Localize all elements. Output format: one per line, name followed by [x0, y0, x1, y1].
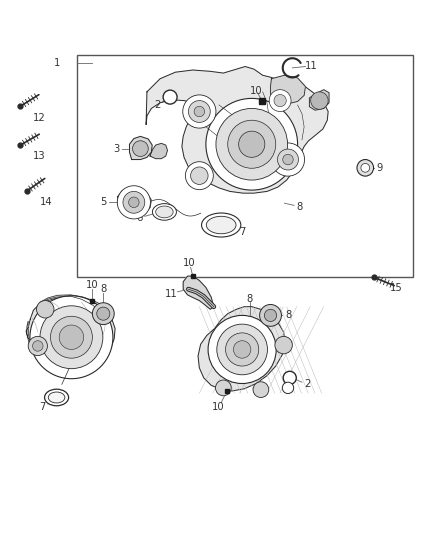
- Text: 12: 12: [33, 113, 46, 123]
- Text: 10: 10: [183, 258, 196, 268]
- Circle shape: [283, 154, 293, 165]
- Circle shape: [92, 303, 114, 325]
- Polygon shape: [271, 75, 305, 104]
- Circle shape: [59, 325, 84, 350]
- Circle shape: [217, 324, 268, 375]
- Polygon shape: [146, 67, 328, 193]
- Circle shape: [206, 99, 297, 190]
- Text: 2: 2: [155, 100, 161, 110]
- Circle shape: [123, 191, 145, 213]
- Ellipse shape: [152, 204, 177, 220]
- Circle shape: [163, 90, 177, 104]
- Text: 10: 10: [212, 402, 224, 412]
- Circle shape: [239, 131, 265, 157]
- Ellipse shape: [45, 389, 69, 406]
- Circle shape: [36, 301, 54, 318]
- Circle shape: [269, 90, 291, 111]
- Ellipse shape: [48, 392, 65, 403]
- Circle shape: [274, 94, 286, 107]
- Text: 3: 3: [113, 143, 120, 154]
- Circle shape: [283, 382, 293, 393]
- Circle shape: [191, 167, 208, 184]
- Circle shape: [30, 296, 113, 379]
- Polygon shape: [150, 143, 167, 159]
- Circle shape: [208, 316, 276, 384]
- Circle shape: [50, 316, 92, 358]
- Text: 13: 13: [33, 151, 46, 161]
- Ellipse shape: [201, 213, 241, 237]
- Circle shape: [253, 382, 269, 398]
- Text: 8: 8: [247, 294, 253, 304]
- Circle shape: [228, 120, 276, 168]
- Text: 10: 10: [250, 86, 262, 96]
- Text: 7: 7: [239, 228, 245, 237]
- Circle shape: [188, 101, 210, 123]
- Text: 2: 2: [304, 379, 311, 390]
- Circle shape: [97, 307, 110, 320]
- Text: 4: 4: [144, 143, 150, 154]
- Text: 5: 5: [100, 197, 106, 207]
- Circle shape: [133, 141, 148, 157]
- Text: 7: 7: [39, 402, 46, 412]
- Circle shape: [32, 341, 43, 351]
- Circle shape: [311, 92, 328, 109]
- Circle shape: [361, 164, 370, 172]
- Text: 8: 8: [296, 201, 303, 212]
- Circle shape: [194, 106, 205, 117]
- Text: 14: 14: [40, 197, 53, 207]
- Text: 15: 15: [389, 284, 402, 293]
- Circle shape: [265, 309, 277, 321]
- Text: 6: 6: [136, 213, 143, 223]
- Circle shape: [233, 341, 251, 358]
- Polygon shape: [40, 295, 109, 319]
- Ellipse shape: [206, 216, 236, 234]
- Circle shape: [185, 161, 213, 190]
- Circle shape: [272, 143, 304, 176]
- Circle shape: [226, 333, 259, 366]
- Polygon shape: [130, 136, 152, 159]
- Polygon shape: [26, 321, 36, 356]
- Text: 8: 8: [100, 284, 106, 294]
- Circle shape: [357, 159, 374, 176]
- Text: 10: 10: [86, 280, 99, 290]
- Circle shape: [283, 372, 296, 384]
- Circle shape: [275, 336, 292, 354]
- Circle shape: [260, 304, 282, 326]
- Ellipse shape: [155, 206, 173, 218]
- Text: 11: 11: [165, 288, 177, 298]
- Circle shape: [183, 95, 216, 128]
- Polygon shape: [118, 188, 151, 216]
- Polygon shape: [198, 306, 286, 391]
- Circle shape: [40, 306, 103, 369]
- Polygon shape: [309, 90, 329, 110]
- Bar: [77, 55, 413, 277]
- Circle shape: [117, 185, 150, 219]
- Text: 8: 8: [286, 310, 292, 320]
- Circle shape: [215, 380, 231, 395]
- Circle shape: [28, 336, 47, 356]
- Circle shape: [216, 108, 288, 180]
- Circle shape: [129, 197, 139, 207]
- Circle shape: [278, 149, 298, 170]
- Text: 9: 9: [377, 163, 383, 173]
- Text: 1: 1: [54, 59, 60, 68]
- Text: 11: 11: [305, 61, 318, 71]
- Polygon shape: [183, 276, 214, 309]
- Polygon shape: [28, 297, 115, 372]
